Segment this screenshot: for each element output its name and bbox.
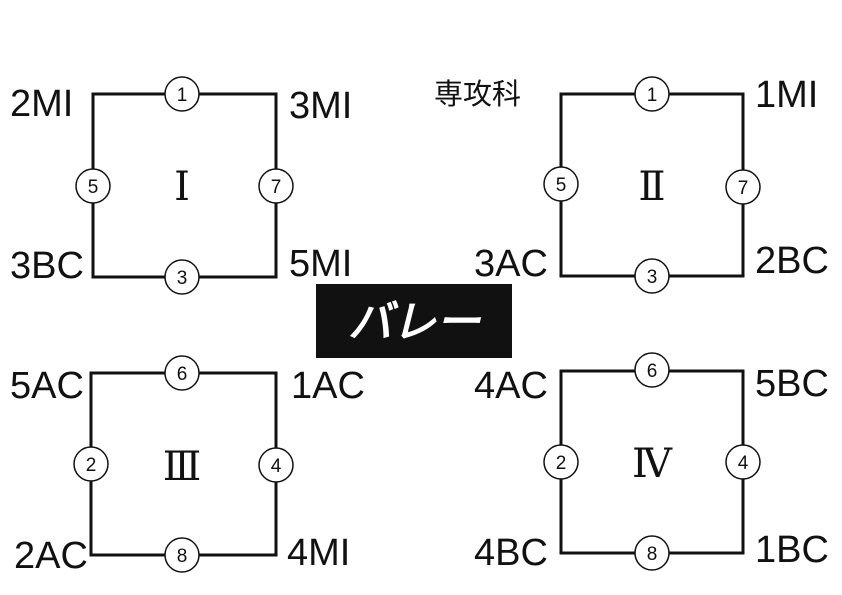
svg-text:1: 1 [177, 85, 188, 106]
group-4-team-top-left: 4AC [474, 365, 548, 407]
svg-text:2: 2 [86, 455, 97, 476]
group-3-team-top-left: 5AC [10, 365, 84, 407]
group-2-numeral: Ⅱ [638, 164, 665, 210]
group-3-team-top-right: 1AC [291, 365, 365, 407]
svg-text:2: 2 [556, 453, 567, 474]
group-2-team-bottom-left: 3AC [474, 243, 548, 285]
group-4: Ⅳ 4AC 5BC 4BC 1BC 6 2 4 8 [474, 352, 829, 574]
group-2: Ⅱ 専攻科 1MI 3AC 2BC 1 5 7 3 [434, 74, 829, 294]
group-1-match-right: 7 [258, 168, 294, 204]
group-4-match-left: 2 [543, 444, 579, 480]
svg-text:5: 5 [88, 177, 99, 198]
svg-text:7: 7 [738, 178, 749, 199]
svg-text:3: 3 [177, 268, 188, 289]
group-1-match-top: 1 [164, 76, 200, 112]
svg-text:6: 6 [647, 361, 658, 382]
group-4-match-top: 6 [634, 352, 670, 388]
banner-title: バレー [348, 297, 482, 348]
group-4-match-bottom: 8 [634, 535, 670, 571]
group-4-team-bottom-left: 4BC [474, 532, 548, 574]
group-2-match-left: 5 [543, 166, 579, 202]
group-2-team-top-left: 専攻科 [434, 77, 521, 111]
group-3-match-bottom: 8 [164, 537, 200, 573]
group-3-numeral: Ⅲ [163, 444, 202, 490]
svg-text:8: 8 [647, 544, 658, 565]
group-1-team-top-left: 2MI [10, 83, 73, 125]
group-3-match-right: 4 [258, 447, 294, 483]
svg-text:3: 3 [647, 267, 658, 288]
group-4-team-top-right: 5BC [755, 363, 829, 405]
group-4-team-bottom-right: 1BC [755, 529, 829, 571]
svg-text:1: 1 [647, 85, 658, 106]
group-4-numeral: Ⅳ [632, 441, 673, 487]
svg-text:5: 5 [556, 175, 567, 196]
group-4-match-right: 4 [725, 444, 761, 480]
group-3-match-top: 6 [164, 355, 200, 391]
group-3-team-bottom-right: 4MI [287, 532, 350, 574]
svg-text:4: 4 [271, 456, 282, 477]
group-3-team-bottom-left: 2AC [14, 535, 88, 577]
banner-background [316, 284, 512, 358]
group-1-match-bottom: 3 [164, 259, 200, 295]
group-2-match-bottom: 3 [634, 258, 670, 294]
svg-text:4: 4 [738, 453, 749, 474]
svg-text:8: 8 [177, 546, 188, 567]
group-1-numeral: Ⅰ [174, 164, 190, 210]
group-1-team-top-right: 3MI [289, 85, 352, 127]
group-2-match-right: 7 [725, 169, 761, 205]
group-1-team-bottom-right: 5MI [289, 243, 352, 285]
group-1: Ⅰ 2MI 3MI 3BC 5MI 1 5 7 3 [10, 76, 352, 295]
group-2-team-top-right: 1MI [755, 74, 818, 116]
group-1-team-bottom-left: 3BC [10, 245, 84, 287]
svg-text:7: 7 [271, 177, 282, 198]
group-3-match-left: 2 [73, 446, 109, 482]
group-1-match-left: 5 [75, 168, 111, 204]
svg-text:6: 6 [177, 364, 188, 385]
group-3: Ⅲ 5AC 1AC 2AC 4MI 6 2 4 8 [10, 355, 365, 577]
group-2-team-bottom-right: 2BC [755, 240, 829, 282]
banner: バレー [316, 284, 512, 358]
group-2-match-top: 1 [634, 76, 670, 112]
